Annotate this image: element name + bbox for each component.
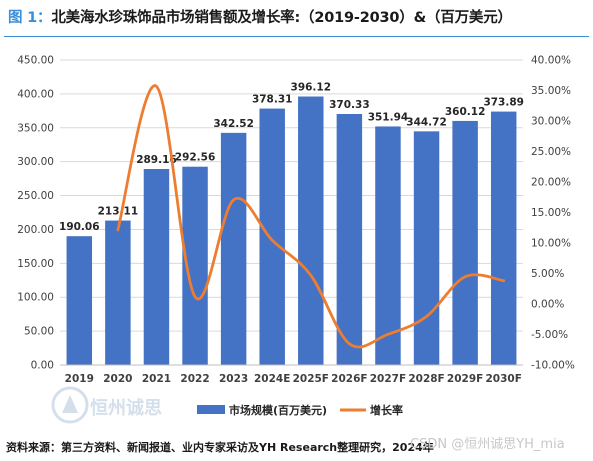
x-tick-label: 2023 [219, 373, 248, 385]
y-right-tick-label: 10.00% [531, 238, 571, 250]
bar-data-label: 292.56 [175, 152, 216, 164]
x-tick-label: 2027F [370, 373, 406, 385]
y-right-tick-label: -10.00% [531, 360, 575, 372]
figure-label: 图 1： [8, 10, 52, 26]
x-tick-label: 2019 [65, 373, 94, 385]
logo-text: 恒州诚思 [90, 398, 162, 419]
y-left-tick-label: 400.00 [17, 88, 54, 100]
legend-label-growth-rate: 增长率 [370, 403, 403, 417]
combo-chart: 0.00 50.00 100.00 150.00 200.00 250.00 300.00 3… [17, 55, 575, 418]
bar [66, 236, 93, 365]
bar-data-label: 378.31 [252, 94, 293, 106]
bar [375, 126, 401, 365]
bar-data-label: 342.52 [213, 118, 254, 130]
y-right-tick-label: 40.00% [531, 55, 571, 67]
bar-data-label: 370.33 [329, 99, 370, 111]
y-right-tick-label: -5.00% [531, 329, 568, 341]
y-left-tick-label: 0.00 [31, 360, 54, 372]
x-tick-label: 2024E [254, 373, 290, 385]
y-left-tick-label: 300.00 [17, 156, 54, 168]
bar [298, 96, 324, 365]
y-right-tick-label: 15.00% [531, 207, 571, 219]
x-tick-label: 2028F [408, 373, 444, 385]
logo-mark-icon [51, 386, 89, 424]
y-left-tick-label: 450.00 [17, 55, 54, 67]
legend-label-market-size: 市场规模(百万美元) [229, 403, 327, 417]
bar-data-label: 351.94 [368, 111, 409, 123]
bar [105, 220, 131, 365]
bar [143, 169, 170, 365]
x-tick-label: 2029F [447, 373, 483, 385]
x-tick-label: 2022 [180, 373, 209, 385]
bar-data-label: 190.06 [59, 221, 100, 233]
x-tick-label: 2030F [486, 373, 522, 385]
legend-swatch-market-size [197, 405, 225, 414]
bar-data-label: 360.12 [445, 106, 486, 118]
growth-rate-line [116, 84, 506, 349]
x-tick-label: 2021 [142, 373, 171, 385]
source-note: 资料来源：第三方资料、新闻报道、业内专家采访及YH Research整理研究，2… [6, 441, 434, 454]
figure-title-text: 北美海水珍珠饰品市场销售额及增长率:（2019-2030）&（百万美元） [51, 10, 512, 26]
y-right-tick-label: 25.00% [531, 146, 571, 158]
title-divider [4, 36, 589, 37]
bar-data-label: 213.11 [98, 206, 139, 218]
bar [413, 131, 440, 365]
bar [490, 111, 517, 365]
watermark-text: CSDN @恒州诚思YH_mia [410, 437, 565, 452]
y-right-tick-label: 30.00% [531, 116, 571, 128]
y-right-tick-label: 35.00% [531, 85, 571, 97]
bar-data-label: 344.72 [406, 116, 447, 128]
x-tick-label: 2026F [331, 373, 367, 385]
y-left-tick-label: 250.00 [17, 190, 54, 202]
y-right-tick-label: 20.00% [531, 177, 571, 189]
bar [452, 120, 478, 365]
y-right-tick-label: 5.00% [531, 268, 564, 280]
x-tick-label: 2025F [293, 373, 329, 385]
y-left-tick-label: 50.00 [24, 326, 54, 338]
bar-data-label: 396.12 [291, 82, 332, 94]
bar-data-label: 289.16 [136, 154, 177, 166]
bar [336, 113, 363, 365]
bar [220, 132, 247, 365]
x-tick-label: 2020 [103, 373, 132, 385]
bar [259, 108, 285, 365]
y-right-tick-label: 0.00% [531, 299, 564, 311]
y-left-tick-label: 150.00 [17, 258, 54, 270]
y-left-tick-label: 100.00 [17, 292, 54, 304]
chart-title: 图 1：北美海水珍珠饰品市场销售额及增长率:（2019-2030）&（百万美元） [8, 6, 512, 27]
y-left-tick-label: 350.00 [17, 122, 54, 134]
y-left-tick-label: 200.00 [17, 224, 54, 236]
company-logo: 恒州诚思 [50, 383, 170, 431]
bar-data-label: 373.89 [483, 97, 524, 109]
